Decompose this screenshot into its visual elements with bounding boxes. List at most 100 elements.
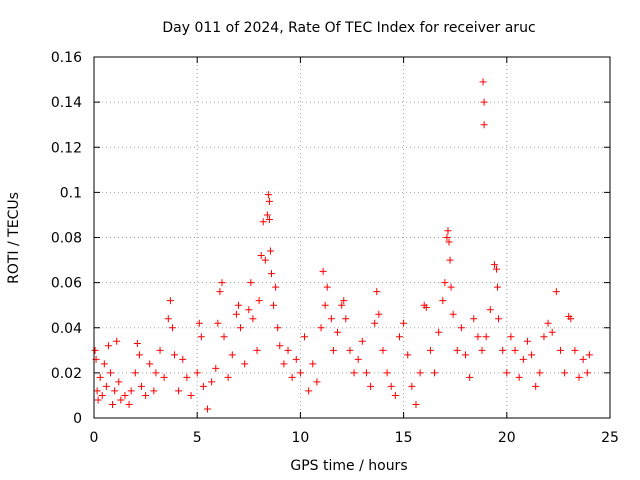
x-tick-label: 15 <box>395 430 413 446</box>
data-point <box>575 373 583 381</box>
y-tick-label: 0.1 <box>60 185 82 201</box>
data-point <box>457 324 465 332</box>
data-point <box>494 283 502 291</box>
data-point <box>313 378 321 386</box>
data-point <box>540 333 548 341</box>
data-point <box>266 247 274 255</box>
data-point <box>556 346 564 354</box>
data-point <box>166 297 174 305</box>
data-point <box>327 315 335 323</box>
data-point <box>383 369 391 377</box>
data-point <box>156 346 164 354</box>
data-point <box>265 215 273 223</box>
data-point <box>135 351 143 359</box>
y-tick-label: 0.12 <box>51 140 82 156</box>
data-point <box>288 373 296 381</box>
data-point <box>375 310 383 318</box>
data-point <box>492 265 500 273</box>
data-point <box>579 355 587 363</box>
data-point <box>412 400 420 408</box>
data-point <box>431 369 439 377</box>
chart-title: Day 011 of 2024, Rate Of TEC Index for r… <box>162 20 535 36</box>
data-point <box>121 391 129 399</box>
data-point <box>426 346 434 354</box>
data-point <box>519 355 527 363</box>
y-tick-label: 0.04 <box>51 321 82 337</box>
data-point <box>218 279 226 287</box>
data-point <box>199 382 207 390</box>
data-point <box>268 270 276 278</box>
x-axis-label: GPS time / hours <box>290 458 407 474</box>
data-point <box>367 382 375 390</box>
x-tick-label: 10 <box>291 430 309 446</box>
data-point <box>544 319 552 327</box>
data-point <box>96 373 104 381</box>
data-point <box>445 238 453 246</box>
data-point <box>523 337 531 345</box>
plot-frame <box>93 56 611 419</box>
data-point <box>480 121 488 129</box>
data-point <box>373 288 381 296</box>
data-point <box>515 373 523 381</box>
data-point <box>338 301 346 309</box>
data-point <box>91 346 99 354</box>
y-axis-label: ROTI / TECUs <box>6 192 22 284</box>
data-point <box>305 387 313 395</box>
data-point <box>125 400 133 408</box>
data-point <box>131 369 139 377</box>
data-point <box>391 391 399 399</box>
data-point <box>247 279 255 287</box>
data-point <box>253 346 261 354</box>
data-point <box>261 256 269 264</box>
data-point <box>93 387 101 395</box>
axis-ticks: 0 5 10 15 20 25 0 0.02 0.04 0.06 0.08 0.1 0.12 0.14 0.… <box>51 50 619 446</box>
data-point <box>528 351 536 359</box>
data-point <box>183 373 191 381</box>
data-point <box>102 382 110 390</box>
data-point <box>117 396 125 404</box>
data-point <box>259 218 267 226</box>
x-tick-label: 25 <box>601 430 619 446</box>
data-point <box>160 373 168 381</box>
data-point <box>446 256 454 264</box>
data-point <box>495 315 503 323</box>
data-point <box>270 301 278 309</box>
data-point <box>548 328 556 336</box>
data-point <box>479 78 487 86</box>
data-point <box>404 351 412 359</box>
data-point <box>164 315 172 323</box>
data-point <box>317 324 325 332</box>
data-point <box>416 369 424 377</box>
data-point <box>113 337 121 345</box>
data-point <box>232 310 240 318</box>
data-point <box>220 333 228 341</box>
data-point <box>422 303 430 311</box>
data-point <box>536 369 544 377</box>
data-point <box>334 328 342 336</box>
data-point <box>263 211 271 219</box>
data-point <box>499 346 507 354</box>
data-point <box>193 369 201 377</box>
data-point <box>107 369 115 377</box>
data-point <box>234 301 242 309</box>
data-point <box>478 346 486 354</box>
data-point <box>284 346 292 354</box>
data-point <box>486 306 494 314</box>
data-point <box>280 360 288 368</box>
data-point <box>511 346 519 354</box>
y-tick-label: 0 <box>73 411 82 427</box>
data-point <box>354 355 362 363</box>
data-point <box>255 297 263 305</box>
data-point <box>111 387 119 395</box>
data-point <box>323 283 331 291</box>
data-point <box>142 391 150 399</box>
data-point <box>443 234 451 241</box>
data-point <box>552 288 560 296</box>
data-point <box>175 387 183 395</box>
data-point <box>170 351 178 359</box>
data-point <box>441 279 449 287</box>
y-tick-label: 0.08 <box>51 231 82 247</box>
data-point <box>449 310 457 318</box>
x-tick-label: 20 <box>498 430 516 446</box>
data-point <box>168 324 176 332</box>
